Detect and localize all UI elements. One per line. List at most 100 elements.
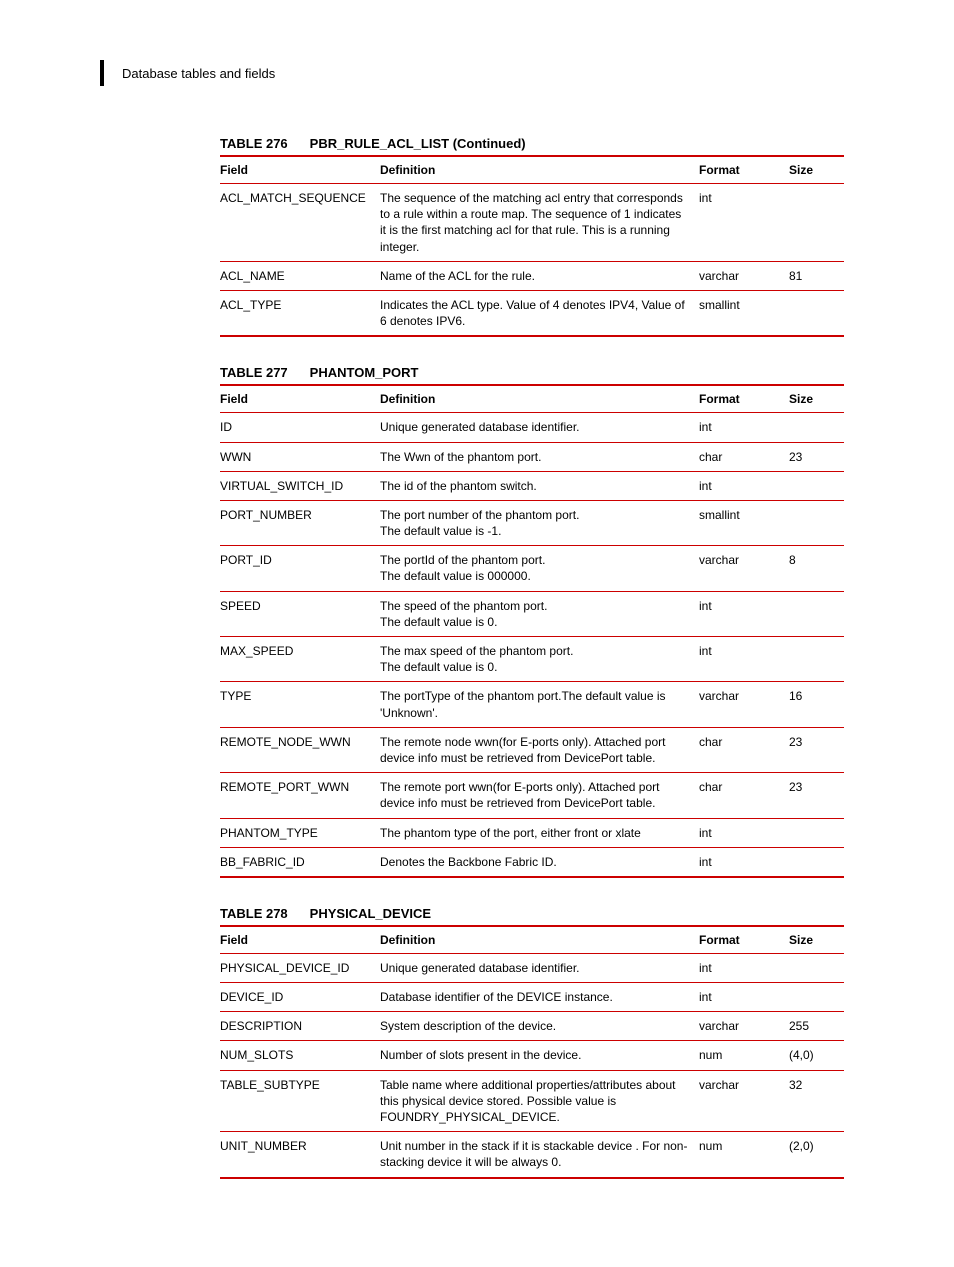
cell-format: int [699, 953, 789, 982]
cell-field: NUM_SLOTS [220, 1041, 380, 1070]
cell-size: 32 [789, 1070, 844, 1132]
cell-definition: The id of the phantom switch. [380, 471, 699, 500]
table-header-row: FieldDefinitionFormatSize [220, 385, 844, 413]
table-row: PHANTOM_TYPEThe phantom type of the port… [220, 818, 844, 847]
cell-format: int [699, 413, 789, 442]
cell-format: int [699, 818, 789, 847]
cell-field: VIRTUAL_SWITCH_ID [220, 471, 380, 500]
cell-field: ACL_MATCH_SEQUENCE [220, 184, 380, 262]
definition-line: The default value is 000000. [380, 568, 689, 584]
tables-container: TABLE 276 PBR_RULE_ACL_LIST (Continued) Fi… [100, 136, 844, 1179]
cell-format: num [699, 1041, 789, 1070]
definition-line: The default value is -1. [380, 523, 689, 539]
definition-line: System description of the device. [380, 1018, 689, 1034]
table-row: REMOTE_PORT_WWNThe remote port wwn(for E… [220, 773, 844, 818]
cell-format: num [699, 1132, 789, 1178]
table-row: WWNThe Wwn of the phantom port.char23 [220, 442, 844, 471]
cell-field: TABLE_SUBTYPE [220, 1070, 380, 1132]
definition-line: Unit number in the stack if it is stacka… [380, 1138, 689, 1170]
cell-definition: Unique generated database identifier. [380, 413, 699, 442]
definition-line: Unique generated database identifier. [380, 960, 689, 976]
table-caption: TABLE 278 PHYSICAL_DEVICE [220, 906, 844, 921]
cell-size [789, 413, 844, 442]
definition-line: Name of the ACL for the rule. [380, 268, 689, 284]
table-name: PHANTOM_PORT [310, 365, 419, 380]
table-name: PHYSICAL_DEVICE [310, 906, 431, 921]
cell-definition: System description of the device. [380, 1012, 699, 1041]
cell-field: SPEED [220, 591, 380, 636]
table-row: PHYSICAL_DEVICE_IDUnique generated datab… [220, 953, 844, 982]
cell-field: REMOTE_PORT_WWN [220, 773, 380, 818]
table-header-row: FieldDefinitionFormatSize [220, 926, 844, 954]
cell-definition: The portId of the phantom port.The defau… [380, 546, 699, 591]
cell-definition: The speed of the phantom port.The defaul… [380, 591, 699, 636]
table-row: ACL_NAMEName of the ACL for the rule.var… [220, 261, 844, 290]
table-name: PBR_RULE_ACL_LIST (Continued) [310, 136, 526, 151]
column-header-format: Format [699, 385, 789, 413]
cell-size: (4,0) [789, 1041, 844, 1070]
definition-line: The portId of the phantom port. [380, 552, 689, 568]
definition-line: Unique generated database identifier. [380, 419, 689, 435]
cell-format: smallint [699, 290, 789, 336]
column-header-definition: Definition [380, 385, 699, 413]
cell-definition: The remote port wwn(for E-ports only). A… [380, 773, 699, 818]
cell-size: 8 [789, 546, 844, 591]
table-number: TABLE 277 [220, 365, 288, 380]
definition-line: The speed of the phantom port. [380, 598, 689, 614]
table-row: UNIT_NUMBERUnit number in the stack if i… [220, 1132, 844, 1178]
cell-field: ACL_TYPE [220, 290, 380, 336]
definition-line: The default value is 0. [380, 659, 689, 675]
cell-format: int [699, 591, 789, 636]
table-row: VIRTUAL_SWITCH_IDThe id of the phantom s… [220, 471, 844, 500]
definition-line: The default value is 0. [380, 614, 689, 630]
column-header-format: Format [699, 926, 789, 954]
page: Database tables and fields TABLE 276PBR_… [0, 0, 954, 1267]
definition-line: Indicates the ACL type. Value of 4 denot… [380, 297, 689, 329]
definition-line: The remote port wwn(for E-ports only). A… [380, 779, 689, 811]
cell-format: varchar [699, 546, 789, 591]
cell-definition: The sequence of the matching acl entry t… [380, 184, 699, 262]
table-row: ACL_TYPEIndicates the ACL type. Value of… [220, 290, 844, 336]
cell-definition: Name of the ACL for the rule. [380, 261, 699, 290]
column-header-field: Field [220, 156, 380, 184]
definition-line: Database identifier of the DEVICE instan… [380, 989, 689, 1005]
cell-size: 23 [789, 442, 844, 471]
cell-field: BB_FABRIC_ID [220, 847, 380, 877]
cell-field: ID [220, 413, 380, 442]
column-header-definition: Definition [380, 156, 699, 184]
table-number: TABLE 278 [220, 906, 288, 921]
cell-field: UNIT_NUMBER [220, 1132, 380, 1178]
column-header-field: Field [220, 385, 380, 413]
cell-format: int [699, 847, 789, 877]
cell-definition: The remote node wwn(for E-ports only). A… [380, 727, 699, 772]
table-header-row: FieldDefinitionFormatSize [220, 156, 844, 184]
cell-format: varchar [699, 682, 789, 727]
cell-format: char [699, 442, 789, 471]
cell-format: varchar [699, 1070, 789, 1132]
cell-size [789, 637, 844, 682]
cell-size [789, 471, 844, 500]
cell-definition: Denotes the Backbone Fabric ID. [380, 847, 699, 877]
table-row: DEVICE_IDDatabase identifier of the DEVI… [220, 983, 844, 1012]
definition-line: Denotes the Backbone Fabric ID. [380, 854, 689, 870]
cell-format: varchar [699, 1012, 789, 1041]
table-row: REMOTE_NODE_WWNThe remote node wwn(for E… [220, 727, 844, 772]
cell-definition: The max speed of the phantom port.The de… [380, 637, 699, 682]
table-caption: TABLE 276 PBR_RULE_ACL_LIST (Continued) [220, 136, 844, 151]
definition-line: The sequence of the matching acl entry t… [380, 190, 689, 255]
cell-definition: The portType of the phantom port.The def… [380, 682, 699, 727]
cell-format: int [699, 983, 789, 1012]
table-block: TABLE 278 PHYSICAL_DEVICE FieldDefinitionF… [220, 906, 844, 1179]
table-row: PORT_NUMBERThe port number of the phanto… [220, 500, 844, 545]
cell-definition: The phantom type of the port, either fro… [380, 818, 699, 847]
header-accent-bar [100, 60, 104, 86]
table-row: BB_FABRIC_IDDenotes the Backbone Fabric … [220, 847, 844, 877]
cell-size: 255 [789, 1012, 844, 1041]
cell-format: char [699, 727, 789, 772]
definition-line: The phantom type of the port, either fro… [380, 825, 689, 841]
cell-definition: The port number of the phantom port.The … [380, 500, 699, 545]
definition-line: The port number of the phantom port. [380, 507, 689, 523]
table-number: TABLE 276 [220, 136, 288, 151]
column-header-format: Format [699, 156, 789, 184]
table-row: DESCRIPTIONSystem description of the dev… [220, 1012, 844, 1041]
